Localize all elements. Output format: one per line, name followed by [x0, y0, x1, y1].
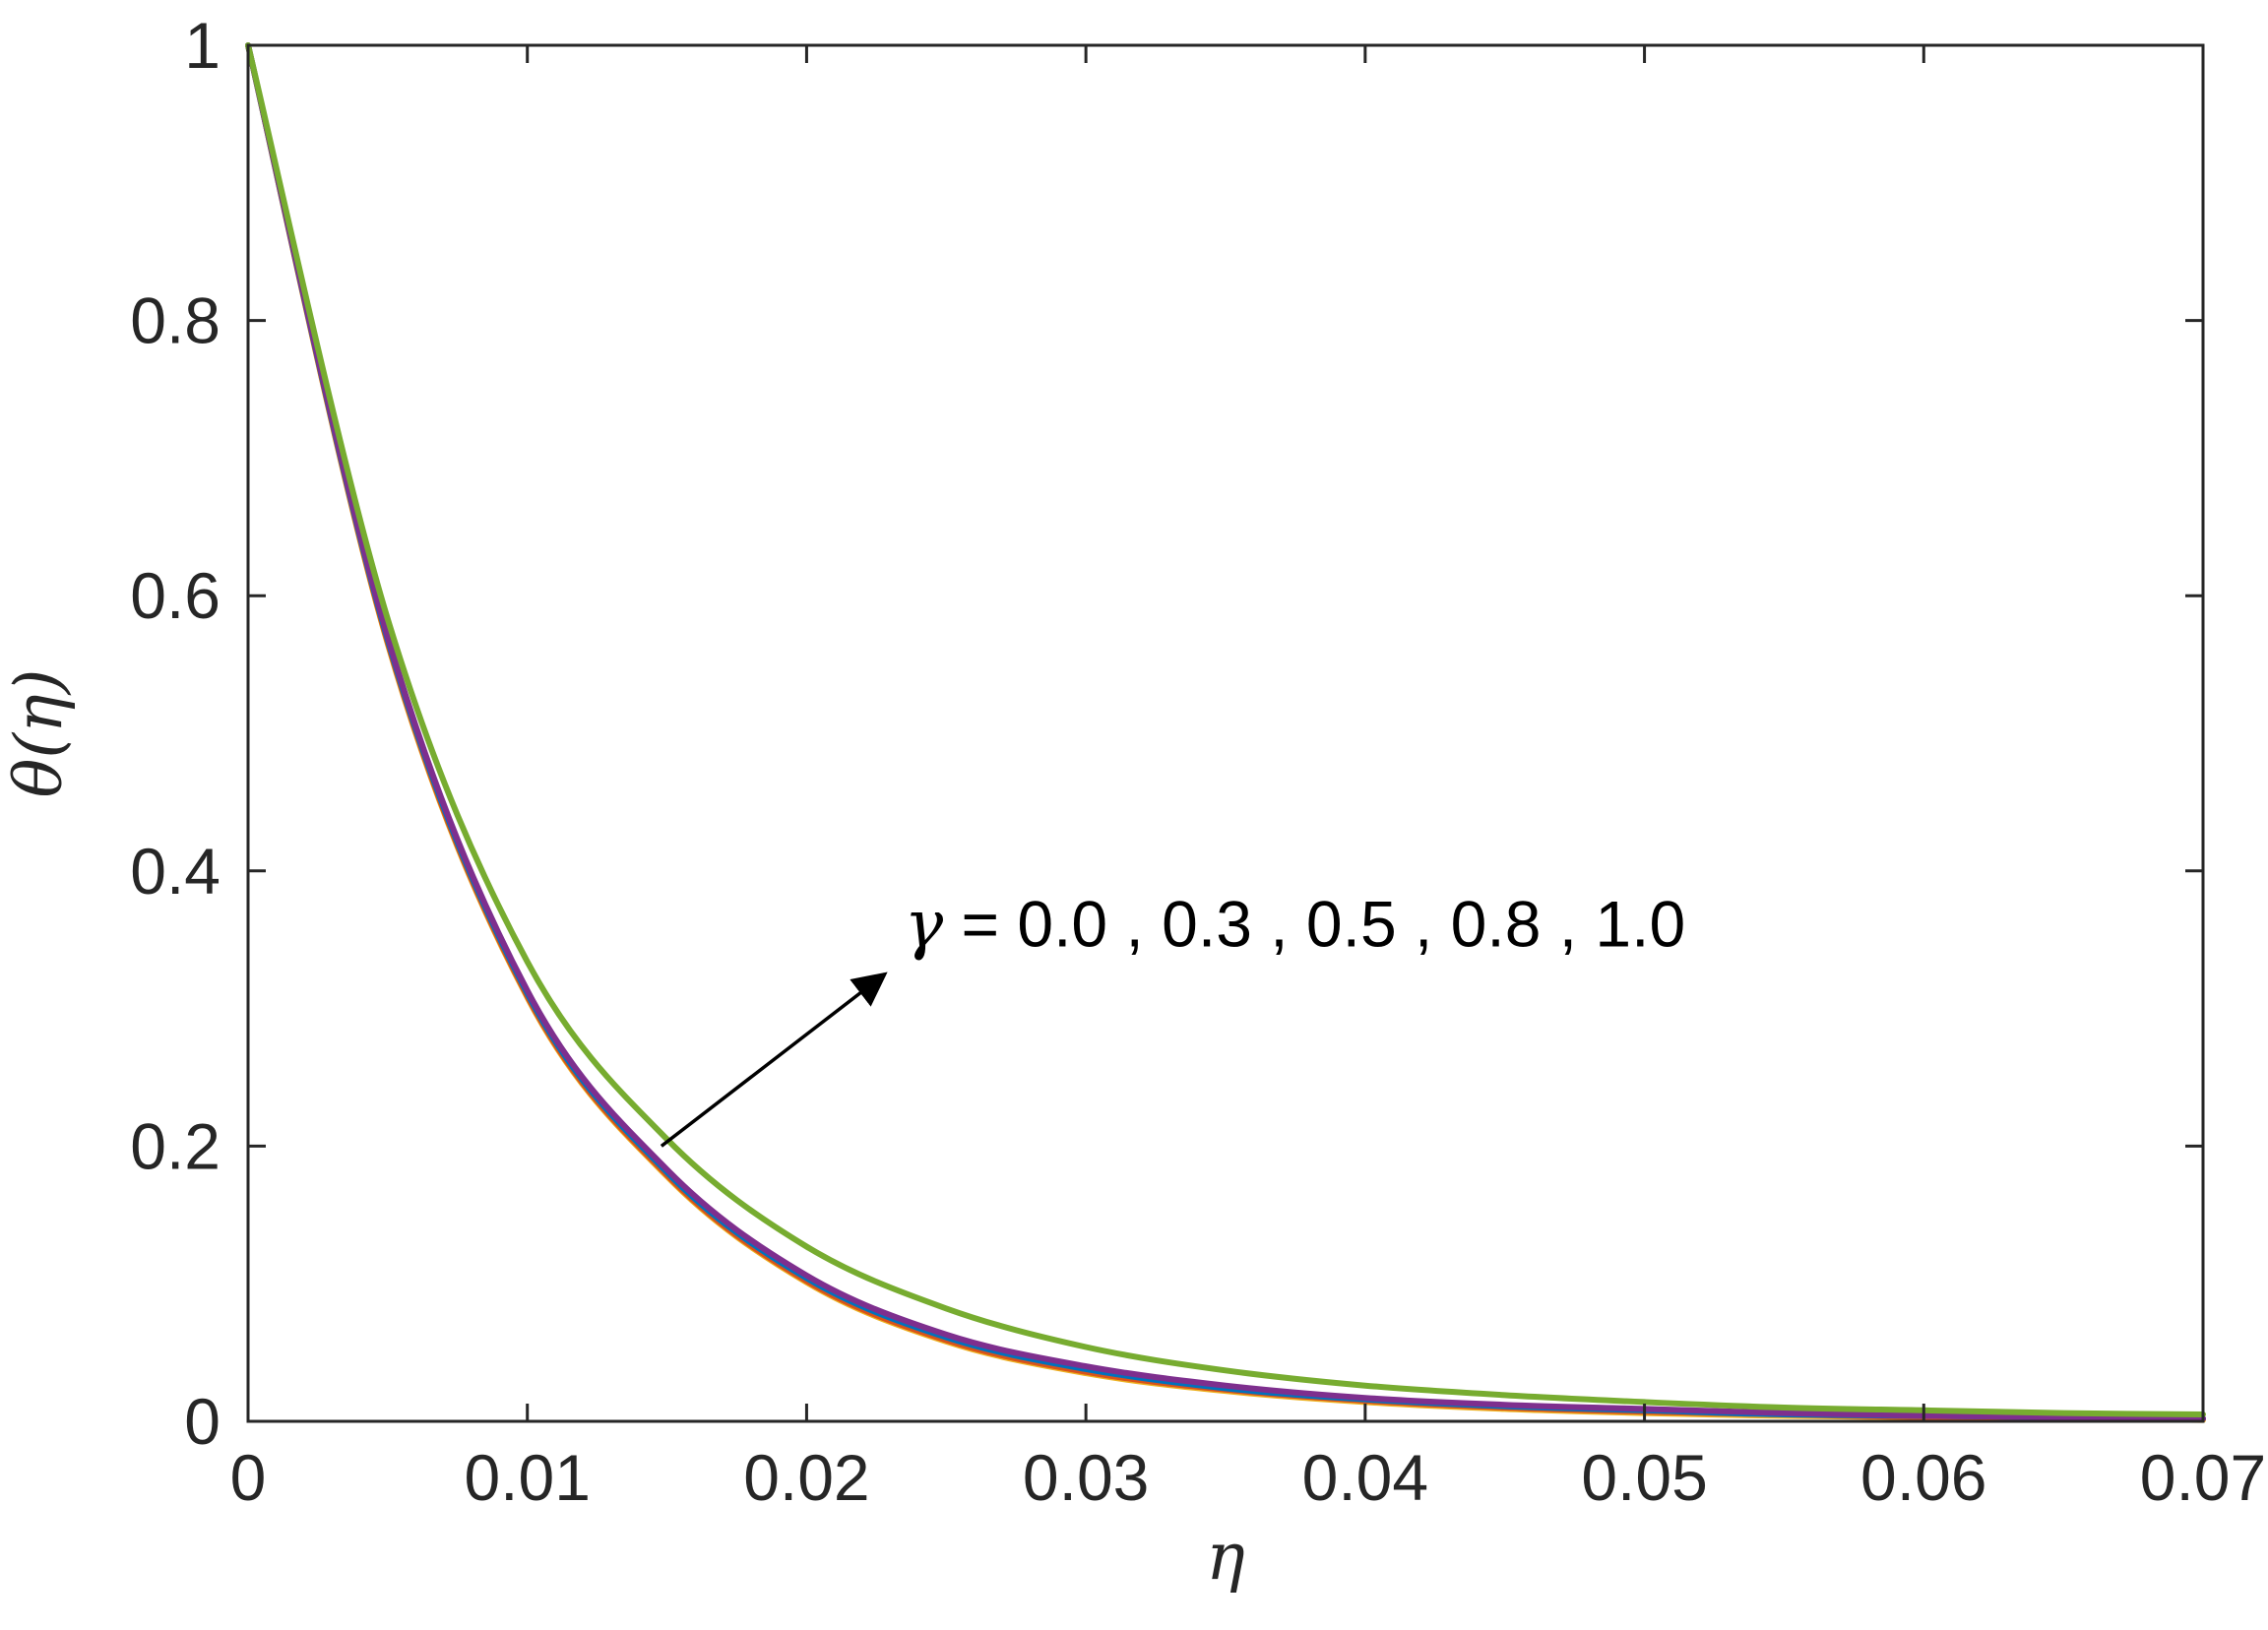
ticks-layer — [246, 43, 2205, 1423]
y-tick-label: 0.4 — [130, 835, 220, 908]
x-tick-label: 0.02 — [743, 1441, 869, 1514]
y-tick-label: 0.2 — [130, 1109, 220, 1182]
y-axis-title: θ(η) — [1, 669, 77, 798]
series-line-5 — [245, 42, 2206, 1417]
x-tick-labels: 0 0.01 0.02 0.03 0.04 0.05 0.06 0.07 — [230, 1441, 2267, 1514]
x-tick-label: 0.07 — [2140, 1441, 2266, 1514]
x-tick-label: 0.05 — [1581, 1441, 1707, 1514]
series-layer — [245, 42, 2206, 1423]
y-tick-label: 0.8 — [130, 284, 220, 357]
x-tick-label: 0.04 — [1302, 1441, 1428, 1514]
plot-frame — [246, 43, 2205, 1423]
annotation-symbol: γ — [905, 887, 944, 963]
annotation-label: γ = 0.0 , 0.3 , 0.5 , 0.8 , 1.0 — [905, 887, 1685, 963]
annotation-arrow — [660, 972, 888, 1148]
y-tick-label: 0 — [184, 1385, 220, 1458]
y-tick-label: 1 — [184, 9, 220, 82]
annotation-layer: γ = 0.0 , 0.3 , 0.5 , 0.8 , 1.0 — [660, 887, 1685, 1148]
annotation-values: = 0.0 , 0.3 , 0.5 , 0.8 , 1.0 — [943, 888, 1685, 961]
plot-background — [248, 45, 2203, 1421]
y-tick-labels: 0 0.2 0.4 0.6 0.8 1 — [130, 9, 220, 1458]
x-tick-label: 0.01 — [464, 1441, 590, 1514]
series-line-4 — [245, 42, 2206, 1422]
x-tick-label: 0 — [230, 1441, 267, 1514]
x-tick-label: 0.06 — [1860, 1441, 1986, 1514]
x-axis-title: η — [1206, 1519, 1245, 1595]
y-tick-label: 0.6 — [130, 559, 220, 632]
x-tick-label: 0.03 — [1023, 1441, 1149, 1514]
